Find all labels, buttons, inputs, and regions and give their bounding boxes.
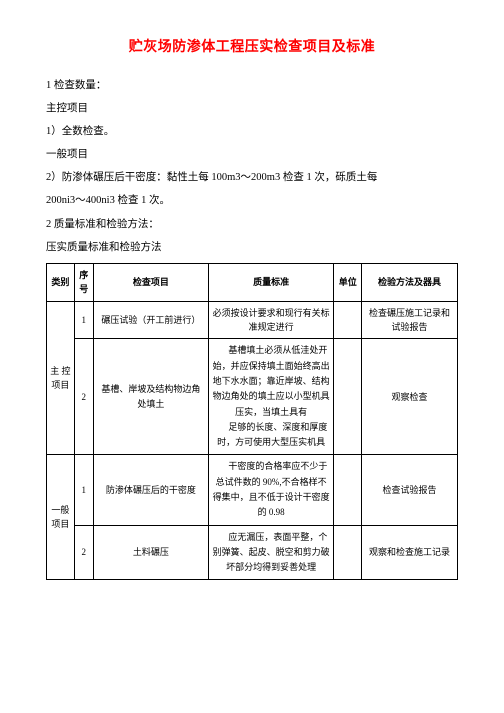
th-item: 检查项目 — [93, 263, 208, 301]
th-method: 检验方法及器具 — [362, 263, 458, 301]
page-title: 贮灰场防渗体工程压实检查项目及标准 — [46, 36, 458, 56]
std-p: 干密度的合格率应不少于总试件数的 90%,不合格样不得集中，且不低于设计干密度的… — [212, 459, 331, 520]
seq-cell: 1 — [74, 301, 93, 339]
th-unit: 单位 — [334, 263, 362, 301]
para-4: 一般项目 — [46, 143, 458, 166]
cat-general: 一般项目 — [47, 455, 75, 580]
unit-cell — [334, 301, 362, 339]
seq-cell: 2 — [74, 525, 93, 580]
cat-main: 主 控项目 — [47, 301, 75, 455]
seq-cell: 2 — [74, 339, 93, 455]
para-3: 1）全数检查。 — [46, 120, 458, 143]
table-row: 2 基槽、岸坡及结构物边角处填土 基槽填土必须从低洼处开始，并应保持填土面始终高… — [47, 339, 458, 455]
method-cell: 检查碾压施工记录和试验报告 — [362, 301, 458, 339]
std-p2: 足够的长度、深度和厚度时，方可使用大型压实机具 — [212, 420, 331, 451]
standards-table: 类别 序号 检查项目 质量标准 单位 检验方法及器具 主 控项目 1 碾压试验（… — [46, 263, 458, 581]
para-6: 200ni3～400ni3 检查 1 次。 — [46, 189, 458, 212]
table-header-row: 类别 序号 检查项目 质量标准 单位 检验方法及器具 — [47, 263, 458, 301]
th-std: 质量标准 — [208, 263, 334, 301]
unit-cell — [334, 525, 362, 580]
item-cell: 碾压试验（开工前进行） — [93, 301, 208, 339]
std-cell: 基槽填土必须从低洼处开始，并应保持填土面始终高出地下水水面；靠近岸坡、结构物边角… — [208, 339, 334, 455]
method-cell: 观察和检查施工记录 — [362, 525, 458, 580]
table-row: 主 控项目 1 碾压试验（开工前进行） 必须按设计要求和现行有关标准规定进行 检… — [47, 301, 458, 339]
std-cell: 必须按设计要求和现行有关标准规定进行 — [208, 301, 334, 339]
method-cell: 检查试验报告 — [362, 455, 458, 525]
para-1: 1 检查数量： — [46, 74, 458, 97]
para-2: 主控项目 — [46, 97, 458, 120]
std-cell: 干密度的合格率应不少于总试件数的 90%,不合格样不得集中，且不低于设计干密度的… — [208, 455, 334, 525]
item-cell: 防渗体碾压后的干密度 — [93, 455, 208, 525]
unit-cell — [334, 339, 362, 455]
table-row: 2 土料碾压 应无漏压，表面平整，个别弹簧、起皮、脱空和剪力破坏部分均得到妥善处… — [47, 525, 458, 580]
unit-cell — [334, 455, 362, 525]
para-5: 2）防渗体碾压后干密度：黏性土每 100m3～200m3 检查 1 次，砾质土每 — [46, 166, 458, 189]
item-cell: 基槽、岸坡及结构物边角处填土 — [93, 339, 208, 455]
method-cell: 观察检查 — [362, 339, 458, 455]
std-p: 应无漏压，表面平整，个别弹簧、起皮、脱空和剪力破坏部分均得到妥善处理 — [212, 530, 331, 576]
th-category: 类别 — [47, 263, 75, 301]
para-7: 2 质量标准和检验方法： — [46, 213, 458, 236]
item-cell: 土料碾压 — [93, 525, 208, 580]
std-cell: 应无漏压，表面平整，个别弹簧、起皮、脱空和剪力破坏部分均得到妥善处理 — [208, 525, 334, 580]
seq-cell: 1 — [74, 455, 93, 525]
para-8: 压实质量标准和检验方法 — [46, 236, 458, 259]
std-p1: 基槽填土必须从低洼处开始，并应保持填土面始终高出地下水水面；靠近岸坡、结构物边角… — [212, 343, 331, 419]
table-row: 一般项目 1 防渗体碾压后的干密度 干密度的合格率应不少于总试件数的 90%,不… — [47, 455, 458, 525]
th-seq: 序号 — [74, 263, 93, 301]
